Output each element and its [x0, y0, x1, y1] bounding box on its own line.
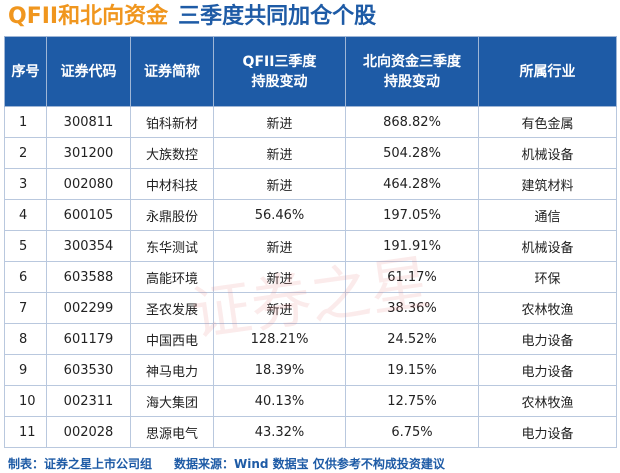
table-cell: 191.91%	[345, 230, 479, 262]
table-cell: 19.15%	[345, 354, 479, 386]
table-cell: 600105	[46, 199, 131, 231]
footer-maker: 制表：证券之星上市公司组	[8, 457, 153, 471]
table-cell: 机械设备	[478, 230, 617, 262]
table-row: 4 600105 永鼎股份 56.46% 197.05% 通信	[4, 199, 617, 231]
column-header: 证券代码	[46, 36, 131, 107]
table-cell: 868.82%	[345, 106, 479, 138]
table-cell: 4	[4, 199, 47, 231]
table-cell: 海大集团	[130, 385, 214, 417]
footer: 制表：证券之星上市公司组 数据来源：Wind 数据宝 仅供参考不构成投资建议	[8, 455, 445, 472]
table-cell: 9	[4, 354, 47, 386]
table-cell: 神马电力	[130, 354, 214, 386]
table-row: 10 002311 海大集团 40.13% 12.75% 农林牧渔	[4, 385, 617, 417]
table-row: 11 002028 思源电气 43.32% 6.75% 电力设备	[4, 416, 617, 448]
table-cell: 建筑材料	[478, 168, 617, 200]
table-cell: 3	[4, 168, 47, 200]
table-cell: 电力设备	[478, 323, 617, 355]
table-cell: 6.75%	[345, 416, 479, 448]
column-header: 证券简称	[130, 36, 214, 107]
table-cell: 002028	[46, 416, 131, 448]
table-cell: 电力设备	[478, 354, 617, 386]
table-row: 7 002299 圣农发展 新进 38.36% 农林牧渔	[4, 292, 617, 324]
table-cell: 56.46%	[213, 199, 346, 231]
table-cell: 12.75%	[345, 385, 479, 417]
table-cell: 603530	[46, 354, 131, 386]
table-cell: 新进	[213, 168, 346, 200]
table-row: 6 603588 高能环境 新进 61.17% 环保	[4, 261, 617, 293]
table-body: 1 300811 铂科新材 新进 868.82% 有色金属 2 301200 大族数控 新进 504…	[4, 106, 617, 448]
table-cell: 7	[4, 292, 47, 324]
table-cell: 机械设备	[478, 137, 617, 169]
table-cell: 通信	[478, 199, 617, 231]
table-cell: 1	[4, 106, 47, 138]
column-header: 所属行业	[478, 36, 617, 107]
table-cell: 002311	[46, 385, 131, 417]
table-cell: 环保	[478, 261, 617, 293]
table-row: 5 300354 东华测试 新进 191.91% 机械设备	[4, 230, 617, 262]
table-cell: 新进	[213, 261, 346, 293]
table-row: 8 601179 中国西电 128.21% 24.52% 电力设备	[4, 323, 617, 355]
table-cell: 农林牧渔	[478, 292, 617, 324]
table-cell: 38.36%	[345, 292, 479, 324]
table-cell: 有色金属	[478, 106, 617, 138]
title-part: QFII和北向资金	[8, 4, 169, 29]
table-cell: 603588	[46, 261, 131, 293]
table-cell: 5	[4, 230, 47, 262]
table-cell: 43.32%	[213, 416, 346, 448]
table-cell: 永鼎股份	[130, 199, 214, 231]
table-cell: 圣农发展	[130, 292, 214, 324]
table-cell: 301200	[46, 137, 131, 169]
data-table: 序号 证券代码 证券简称 QFII三季度 持股变动 北向资金三季度 持股变动 所属行业 1…	[4, 36, 617, 448]
table-cell: 农林牧渔	[478, 385, 617, 417]
table-cell: 40.13%	[213, 385, 346, 417]
table-cell: 铂科新材	[130, 106, 214, 138]
table-row: 2 301200 大族数控 新进 504.28% 机械设备	[4, 137, 617, 169]
table-cell: 电力设备	[478, 416, 617, 448]
table-cell: 197.05%	[345, 199, 479, 231]
table-cell: 128.21%	[213, 323, 346, 355]
table-cell: 61.17%	[345, 261, 479, 293]
footer-source: 数据来源：Wind 数据宝 仅供参考不构成投资建议	[174, 457, 445, 471]
table-cell: 中材科技	[130, 168, 214, 200]
table-cell: 601179	[46, 323, 131, 355]
table-cell: 新进	[213, 230, 346, 262]
table-cell: 504.28%	[345, 137, 479, 169]
table-cell: 大族数控	[130, 137, 214, 169]
table-cell: 002299	[46, 292, 131, 324]
header-row: 序号 证券代码 证券简称 QFII三季度 持股变动 北向资金三季度 持股变动 所属行业	[4, 36, 617, 107]
table-cell: 2	[4, 137, 47, 169]
table-row: 3 002080 中材科技 新进 464.28% 建筑材料	[4, 168, 617, 200]
title: QFII和北向资金 三季度共同加仓个股	[8, 2, 376, 32]
table-cell: 中国西电	[130, 323, 214, 355]
table-cell: 11	[4, 416, 47, 448]
table-row: 1 300811 铂科新材 新进 868.82% 有色金属	[4, 106, 617, 138]
table-cell: 002080	[46, 168, 131, 200]
column-header: QFII三季度 持股变动	[213, 36, 346, 107]
table-row: 9 603530 神马电力 18.39% 19.15% 电力设备	[4, 354, 617, 386]
table-cell: 新进	[213, 292, 346, 324]
table-cell: 8	[4, 323, 47, 355]
table-cell: 10	[4, 385, 47, 417]
table-cell: 新进	[213, 137, 346, 169]
table-cell: 300354	[46, 230, 131, 262]
table-cell: 300811	[46, 106, 131, 138]
table-cell: 6	[4, 261, 47, 293]
title-part: 三季度共同加仓个股	[178, 4, 377, 29]
table-cell: 高能环境	[130, 261, 214, 293]
table-cell: 思源电气	[130, 416, 214, 448]
table-cell: 新进	[213, 106, 346, 138]
column-header: 北向资金三季度 持股变动	[345, 36, 479, 107]
table-cell: 18.39%	[213, 354, 346, 386]
table-cell: 东华测试	[130, 230, 214, 262]
table-cell: 464.28%	[345, 168, 479, 200]
column-header: 序号	[4, 36, 47, 107]
table-cell: 24.52%	[345, 323, 479, 355]
